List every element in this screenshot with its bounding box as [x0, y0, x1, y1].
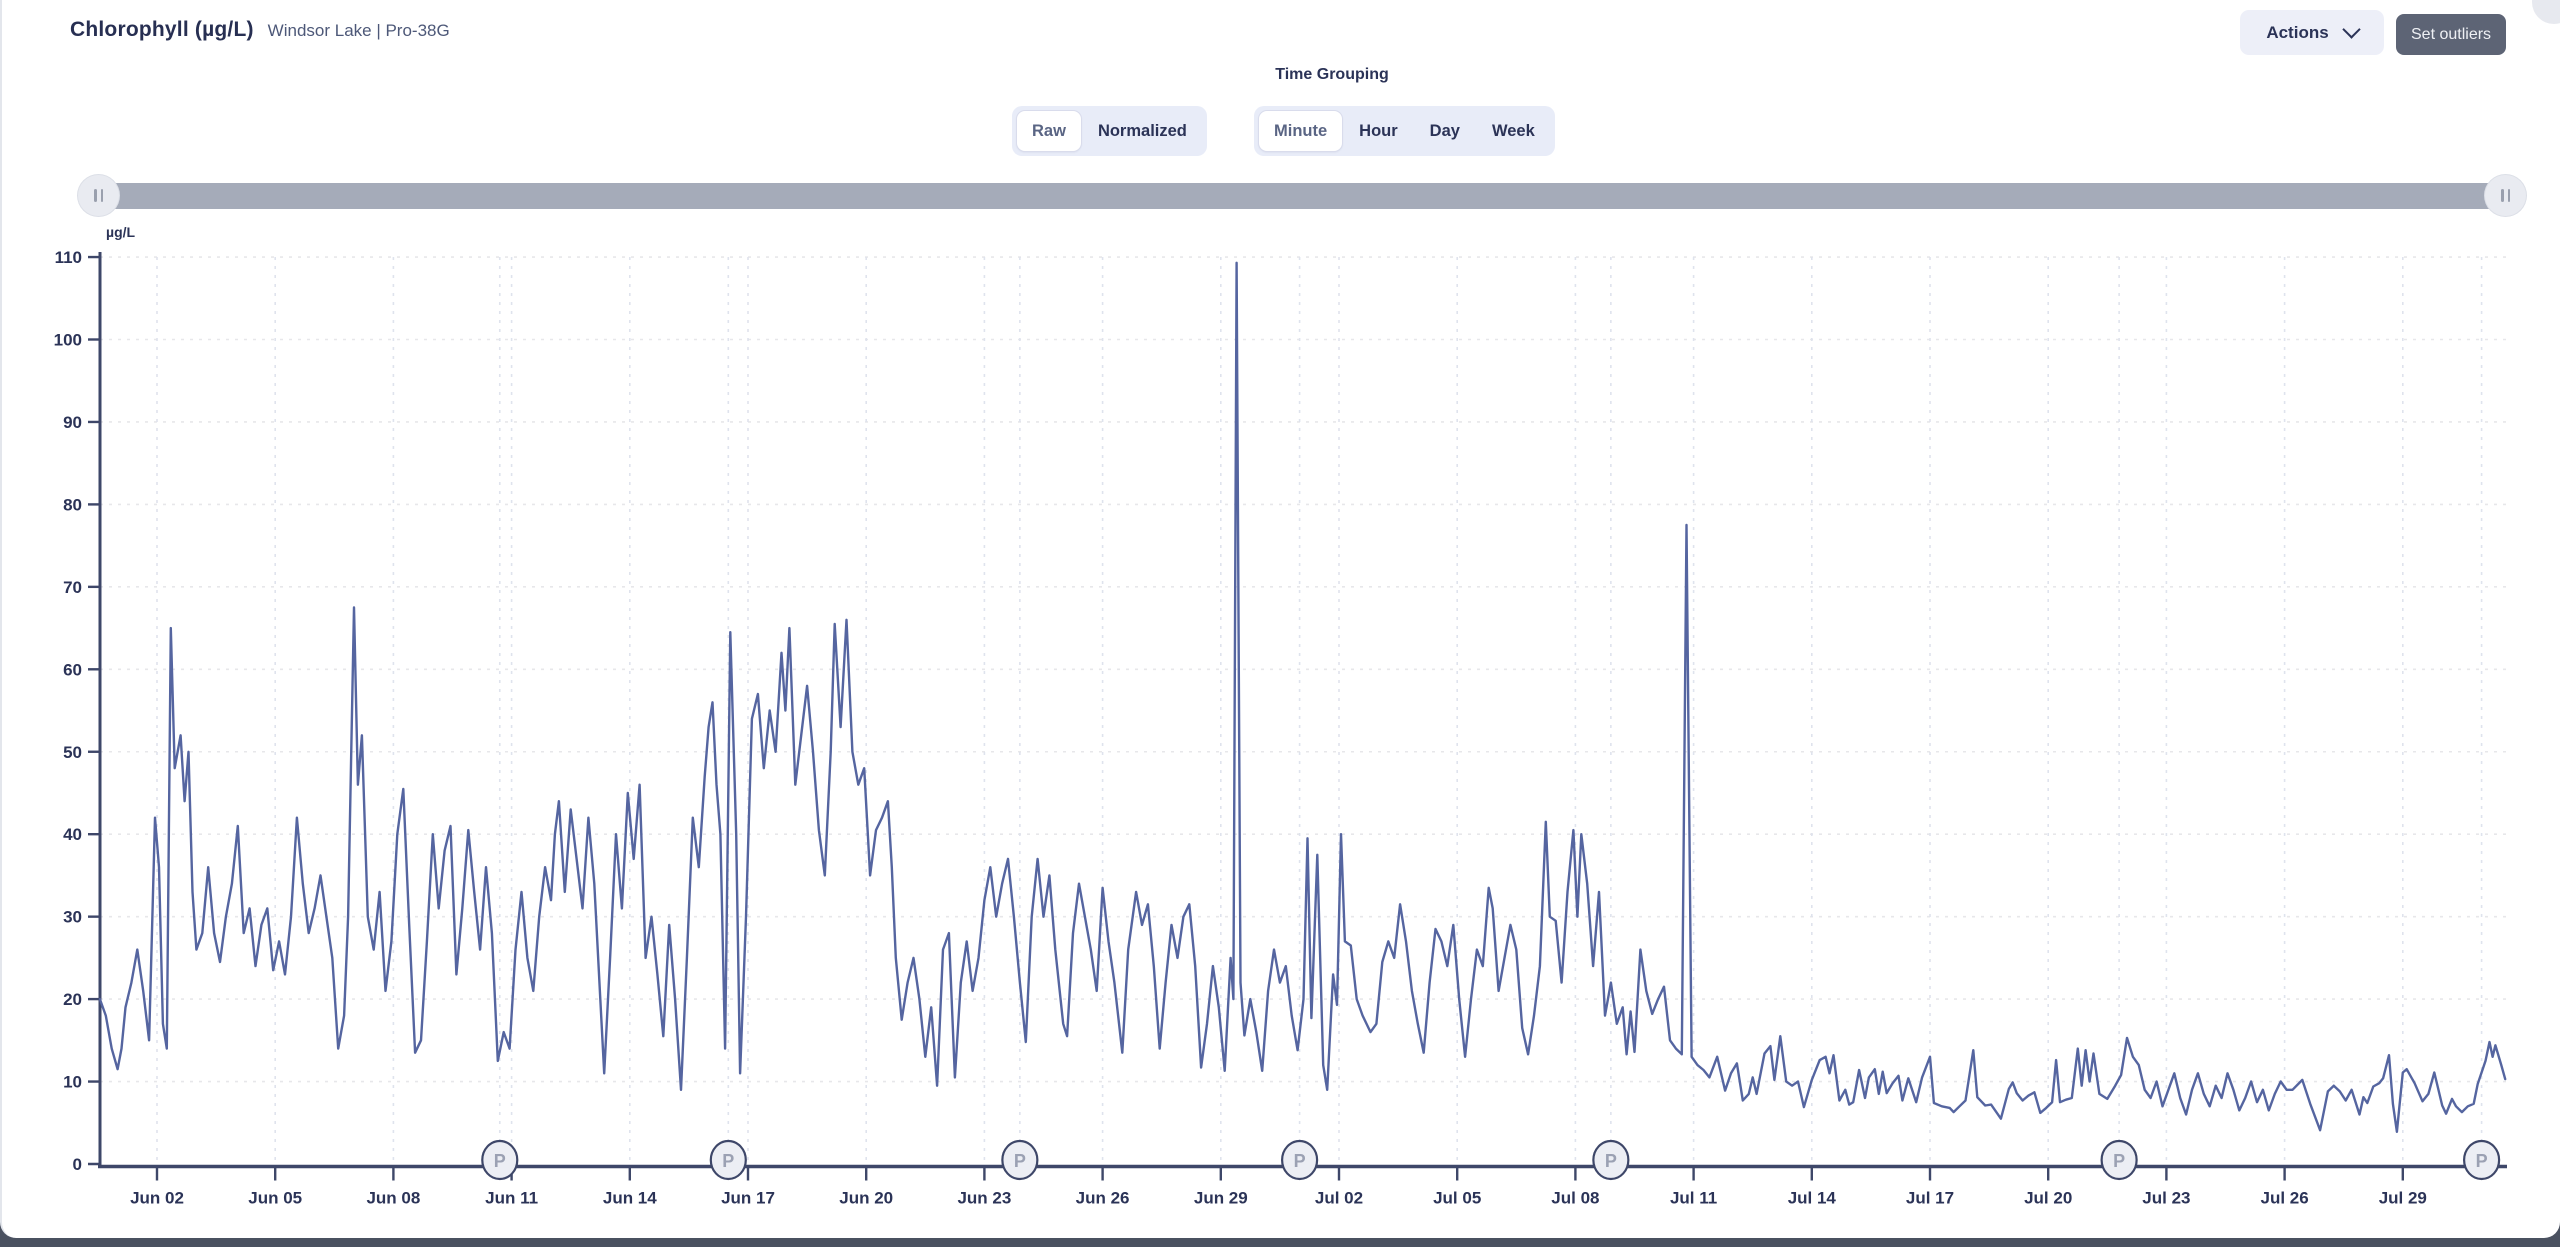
- svg-text:Jun 20: Jun 20: [839, 1189, 893, 1208]
- svg-text:Jun 08: Jun 08: [366, 1189, 420, 1208]
- svg-text:P: P: [2113, 1151, 2125, 1171]
- p-event-marker[interactable]: P: [2100, 1139, 2138, 1181]
- svg-text:70: 70: [63, 578, 82, 597]
- grouping-option-week[interactable]: Week: [1477, 111, 1550, 151]
- svg-text:50: 50: [63, 743, 82, 762]
- slider-left-handle[interactable]: [78, 175, 119, 216]
- svg-text:Jul 17: Jul 17: [1906, 1189, 1954, 1208]
- svg-text:10: 10: [63, 1073, 82, 1092]
- header: Chlorophyll (µg/L) Windsor Lake | Pro-38…: [70, 18, 450, 42]
- svg-text:Jul 26: Jul 26: [2260, 1189, 2308, 1208]
- svg-text:110: 110: [55, 248, 82, 267]
- svg-text:P: P: [1014, 1151, 1026, 1171]
- grouping-segmented-control: Minute Hour Day Week: [1254, 106, 1555, 156]
- grip-icon: [2501, 189, 2504, 202]
- svg-text:Jul 29: Jul 29: [2379, 1189, 2427, 1208]
- page-subtitle: Windsor Lake | Pro-38G: [267, 21, 450, 40]
- svg-text:40: 40: [63, 825, 82, 844]
- svg-text:P: P: [1294, 1151, 1306, 1171]
- svg-text:Jul 23: Jul 23: [2142, 1189, 2190, 1208]
- svg-text:P: P: [2476, 1151, 2488, 1171]
- svg-text:Jun 17: Jun 17: [721, 1189, 775, 1208]
- svg-text:Jul 02: Jul 02: [1315, 1189, 1363, 1208]
- mode-option-raw[interactable]: Raw: [1017, 111, 1081, 151]
- mode-segmented-control: Raw Normalized: [1012, 106, 1207, 156]
- grouping-option-minute[interactable]: Minute: [1259, 111, 1343, 151]
- svg-text:Jul 08: Jul 08: [1551, 1189, 1599, 1208]
- svg-text:P: P: [722, 1151, 734, 1171]
- slider-right-handle[interactable]: [2485, 175, 2526, 216]
- mode-option-normalized[interactable]: Normalized: [1083, 111, 1202, 151]
- slider-track[interactable]: [94, 183, 2510, 209]
- p-event-marker[interactable]: P: [2463, 1139, 2501, 1181]
- svg-text:P: P: [494, 1151, 506, 1171]
- svg-text:Jul 05: Jul 05: [1433, 1189, 1481, 1208]
- grip-icon: [100, 189, 103, 202]
- svg-text:90: 90: [63, 413, 82, 432]
- svg-text:0: 0: [73, 1155, 82, 1174]
- grip-icon: [94, 189, 97, 202]
- p-event-marker[interactable]: P: [1280, 1139, 1319, 1181]
- svg-text:80: 80: [63, 495, 82, 514]
- time-range-slider[interactable]: [78, 175, 2526, 216]
- svg-text:Jun 05: Jun 05: [248, 1189, 302, 1208]
- svg-text:100: 100: [54, 331, 82, 350]
- svg-text:30: 30: [63, 908, 82, 927]
- y-axis-unit-label: µg/L: [106, 224, 136, 240]
- svg-text:Jun 23: Jun 23: [957, 1189, 1011, 1208]
- svg-text:Jul 20: Jul 20: [2024, 1189, 2072, 1208]
- p-event-marker[interactable]: P: [709, 1139, 747, 1181]
- grouping-option-day[interactable]: Day: [1415, 111, 1475, 151]
- svg-text:20: 20: [63, 990, 82, 1009]
- svg-text:60: 60: [63, 660, 82, 679]
- svg-text:Jun 29: Jun 29: [1194, 1189, 1248, 1208]
- actions-button[interactable]: Actions: [2240, 10, 2384, 55]
- svg-text:Jul 11: Jul 11: [1670, 1189, 1717, 1208]
- svg-text:P: P: [1605, 1151, 1617, 1171]
- actions-button-label: Actions: [2266, 22, 2329, 42]
- svg-text:Jul 14: Jul 14: [1788, 1189, 1837, 1208]
- svg-text:Jun 26: Jun 26: [1076, 1189, 1130, 1208]
- svg-text:Jun 02: Jun 02: [130, 1189, 184, 1208]
- grouping-option-hour[interactable]: Hour: [1344, 111, 1413, 151]
- svg-text:Jun 14: Jun 14: [603, 1189, 657, 1208]
- page-title: Chlorophyll (µg/L): [70, 18, 254, 41]
- grip-icon: [2507, 189, 2510, 202]
- time-grouping-label: Time Grouping: [1275, 66, 1389, 83]
- p-event-marker[interactable]: P: [481, 1139, 519, 1181]
- p-event-marker[interactable]: P: [1592, 1139, 1630, 1181]
- set-outliers-button[interactable]: Set outliers: [2396, 14, 2507, 55]
- p-event-marker[interactable]: P: [1001, 1139, 1039, 1181]
- set-outliers-label: Set outliers: [2411, 25, 2492, 43]
- svg-text:Jun 11: Jun 11: [485, 1189, 538, 1208]
